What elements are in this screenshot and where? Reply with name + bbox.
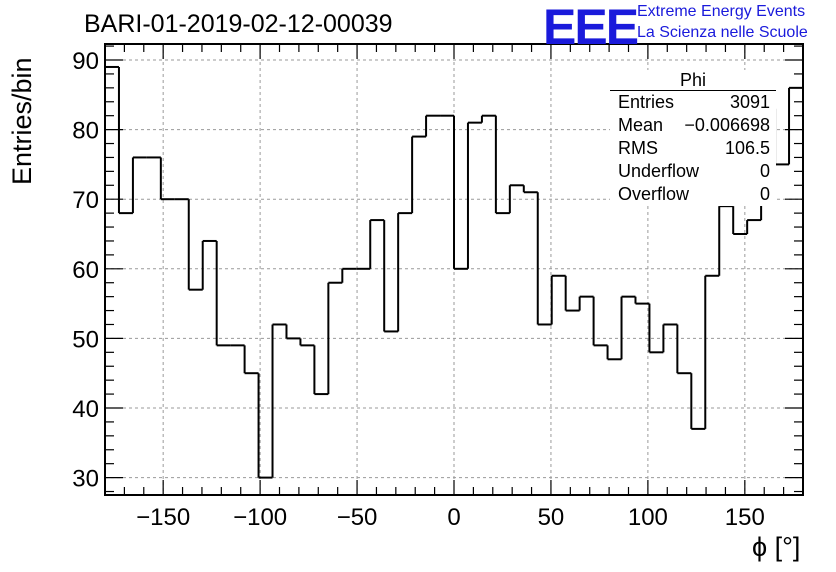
stats-value: 3091 <box>729 92 770 112</box>
y-axis-label: Entries/bin <box>7 57 37 185</box>
stats-key: RMS <box>618 138 658 158</box>
x-tick-label: −150 <box>136 504 190 531</box>
stats-key: Entries <box>618 92 675 112</box>
y-tick-label: 60 <box>72 257 99 284</box>
stats-key: Mean <box>618 115 664 135</box>
stats-row-overflow: Overflow 0 <box>618 184 770 206</box>
stats-value: −0.006698 <box>684 115 770 135</box>
stats-row-rms: RMS 106.5 <box>618 138 770 160</box>
stats-row-entries: Entries 3091 <box>618 92 770 114</box>
x-tick-label: −50 <box>337 504 378 531</box>
stats-value: 0 <box>759 184 770 204</box>
stats-key: Underflow <box>618 161 700 181</box>
stats-box: Phi Entries 3091 Mean −0.006698 RMS 106.… <box>610 70 776 206</box>
stats-value: 0 <box>759 161 770 181</box>
plot-frame <box>104 43 804 496</box>
histogram-bins <box>104 65 804 495</box>
stats-row-mean: Mean −0.006698 <box>618 115 770 137</box>
eee-logo: EEE <box>543 0 639 55</box>
stats-value: 106.5 <box>724 138 770 158</box>
y-tick-label: 50 <box>72 326 99 353</box>
x-tick-label: −100 <box>233 504 287 531</box>
stats-row-underflow: Underflow 0 <box>618 161 770 183</box>
axis-ticks <box>105 44 803 495</box>
logo-line-2: La Scienza nelle Scuole <box>637 24 808 41</box>
x-tick-label: 150 <box>725 504 765 531</box>
logo-line-1: Extreme Energy Events <box>637 3 806 20</box>
stats-divider <box>610 90 776 91</box>
y-tick-label: 30 <box>72 466 99 493</box>
stats-box-name: Phi <box>679 70 706 90</box>
x-tick-label: 100 <box>628 504 668 531</box>
x-tick-label: 50 <box>538 504 565 531</box>
tick-labels: −150 −100 −50 0 50 100 150 30 40 50 60 70 80 90 <box>72 48 765 531</box>
x-tick-label: 0 <box>447 504 460 531</box>
stats-key: Overflow <box>618 184 690 204</box>
y-tick-label: 80 <box>72 118 99 145</box>
x-axis-label: ϕ [°] <box>752 532 801 562</box>
y-tick-label: 40 <box>72 396 99 423</box>
y-tick-label: 90 <box>72 48 99 75</box>
chart-title: BARI-01-2019-02-12-00039 <box>84 10 393 38</box>
y-tick-label: 70 <box>72 187 99 214</box>
